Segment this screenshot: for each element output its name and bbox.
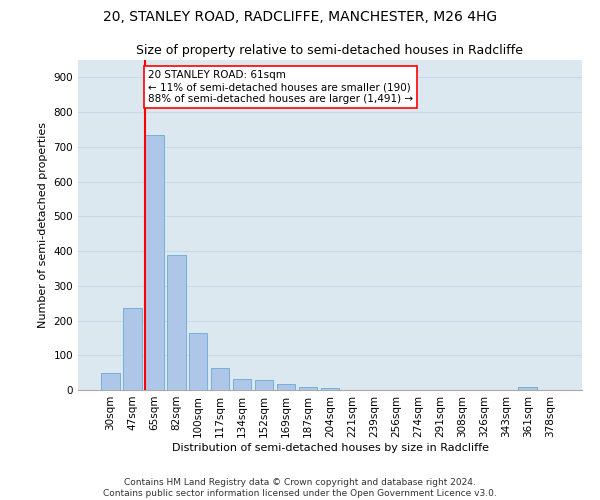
Text: 20 STANLEY ROAD: 61sqm
← 11% of semi-detached houses are smaller (190)
88% of se: 20 STANLEY ROAD: 61sqm ← 11% of semi-det…: [148, 70, 413, 104]
X-axis label: Distribution of semi-detached houses by size in Radcliffe: Distribution of semi-detached houses by …: [172, 442, 488, 452]
Text: 20, STANLEY ROAD, RADCLIFFE, MANCHESTER, M26 4HG: 20, STANLEY ROAD, RADCLIFFE, MANCHESTER,…: [103, 10, 497, 24]
Bar: [233, 379, 251, 390]
Bar: [277, 384, 295, 390]
Bar: [167, 254, 185, 390]
Text: Contains HM Land Registry data © Crown copyright and database right 2024.
Contai: Contains HM Land Registry data © Crown c…: [103, 478, 497, 498]
Bar: [320, 388, 340, 390]
Bar: [518, 387, 537, 390]
Bar: [299, 387, 317, 390]
Bar: [211, 368, 229, 390]
Y-axis label: Number of semi-detached properties: Number of semi-detached properties: [38, 122, 48, 328]
Bar: [189, 334, 208, 390]
Bar: [255, 380, 274, 390]
Bar: [101, 374, 119, 390]
Bar: [123, 308, 142, 390]
Title: Size of property relative to semi-detached houses in Radcliffe: Size of property relative to semi-detach…: [137, 44, 523, 58]
Bar: [145, 134, 164, 390]
